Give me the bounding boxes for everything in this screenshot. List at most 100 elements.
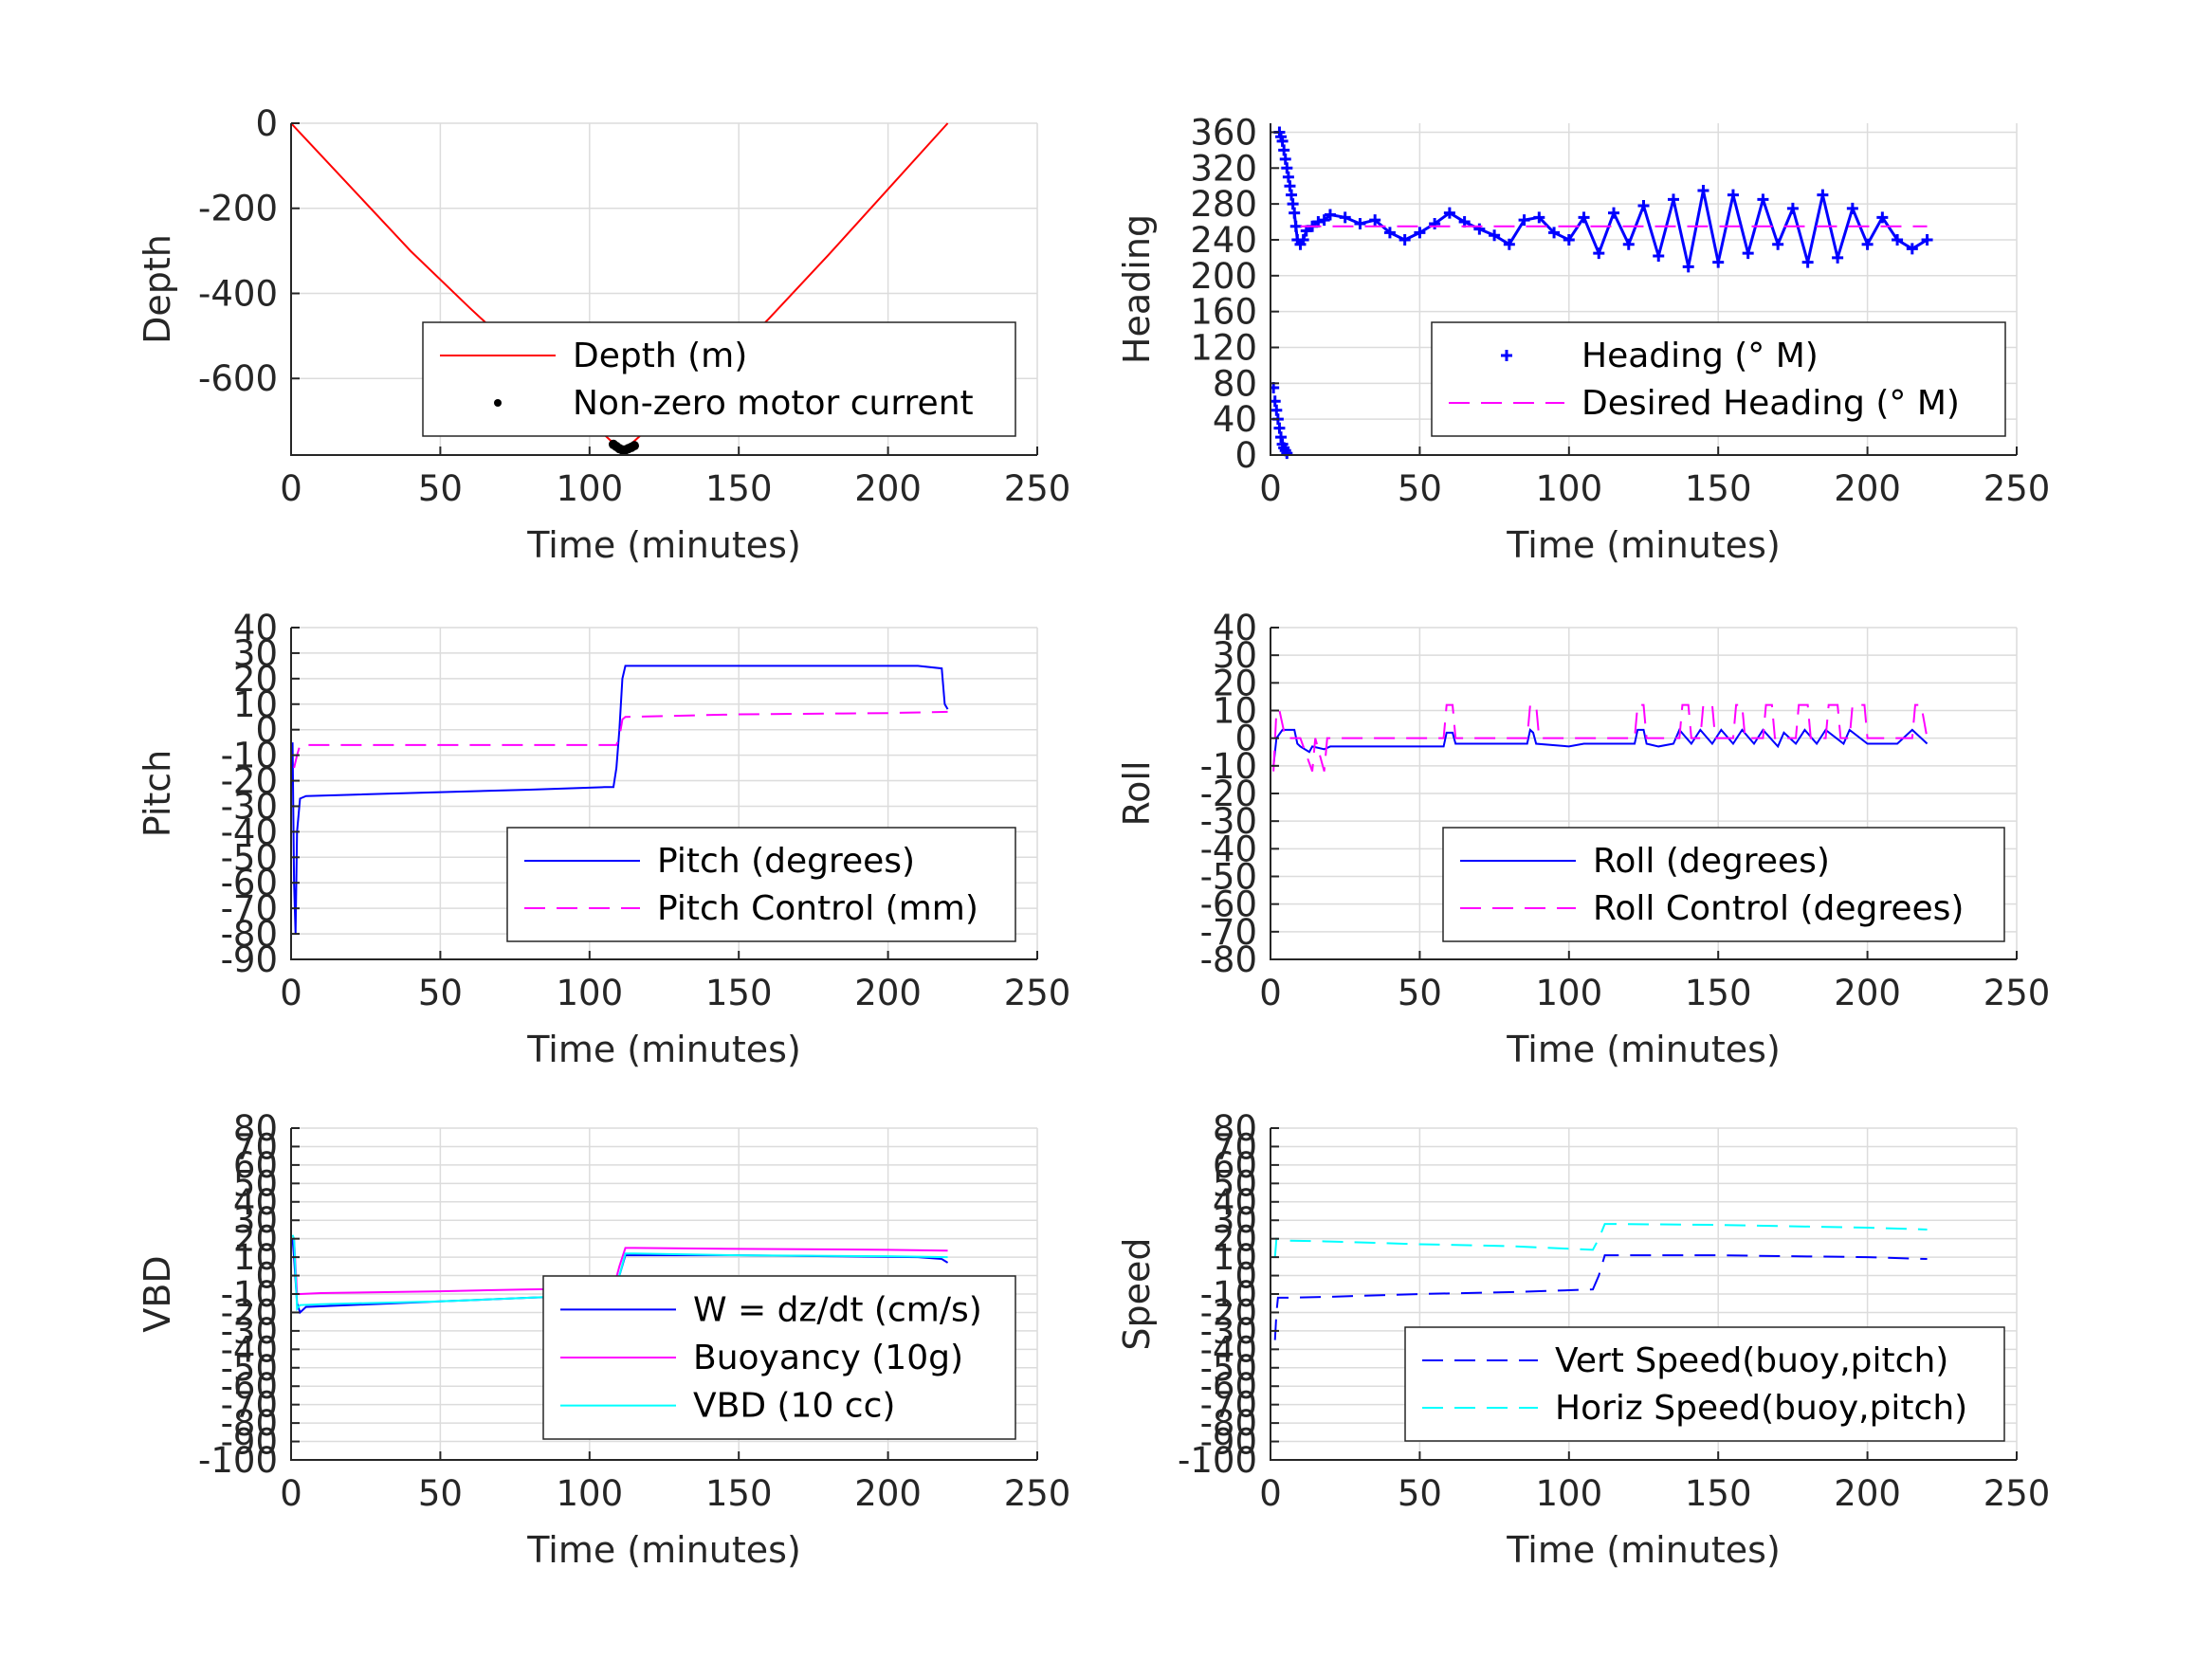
x-tick-label: 150 xyxy=(705,973,773,1013)
data-point xyxy=(1876,211,1889,224)
x-tick-label: 50 xyxy=(1398,973,1442,1013)
legend-label: Roll (degrees) xyxy=(1593,842,1830,881)
x-tick-label: 0 xyxy=(280,973,302,1013)
data-point-trace xyxy=(1701,190,1720,263)
y-tick-label: -50 xyxy=(221,837,278,878)
y-tick-label: 10 xyxy=(1213,1237,1257,1278)
y-tick-label: 30 xyxy=(1213,1200,1257,1241)
series-line-2 xyxy=(1272,703,1929,773)
legend-label: W = dz/dt (cm/s) xyxy=(693,1290,982,1329)
data-point-trace xyxy=(1672,199,1691,267)
x-tick-label: 50 xyxy=(418,468,463,509)
data-point xyxy=(1861,238,1874,250)
data-point-trace xyxy=(1418,222,1435,234)
data-point xyxy=(1282,171,1294,183)
subplot-2: 0 50 100 150 200 2500408012016020024028032036… xyxy=(1116,112,2050,566)
y-tick-label: -70 xyxy=(1200,912,1257,953)
data-point xyxy=(1276,135,1289,147)
x-tick-label: 150 xyxy=(705,468,773,509)
data-point xyxy=(1563,233,1575,246)
data-point-trace xyxy=(1656,199,1675,257)
y-tick-label: -40 xyxy=(221,1329,278,1370)
y-tick-label: -80 xyxy=(221,914,278,955)
data-point-trace xyxy=(1612,211,1631,246)
data-point-trace xyxy=(1302,230,1308,241)
y-axis-label: Roll xyxy=(1116,760,1158,826)
y-tick-label: 40 xyxy=(1213,608,1257,648)
data-point-trace xyxy=(1434,211,1451,226)
x-tick-label: 0 xyxy=(1259,973,1282,1013)
y-tick-label: -50 xyxy=(1200,1348,1257,1389)
x-tick-label: 0 xyxy=(1259,468,1282,509)
x-tick-label: 0 xyxy=(280,1473,302,1514)
x-axis-label: Time (minutes) xyxy=(526,1529,801,1571)
subplot-3: 0 50 100 150 200 250403020100-10-20-30-40-50-… xyxy=(137,608,1070,1070)
x-tick-label: 50 xyxy=(1398,1473,1442,1514)
y-tick-label: -30 xyxy=(1200,801,1257,842)
y-tick-label: 0 xyxy=(1234,1256,1257,1297)
series-line-2 xyxy=(1273,1223,1928,1258)
data-point-trace xyxy=(1836,208,1855,259)
data-point-trace xyxy=(1687,190,1705,267)
y-tick-label: -60 xyxy=(1200,1366,1257,1407)
legend: Depth (m) Non-zero motor current xyxy=(422,321,1016,437)
data-point-trace xyxy=(1911,238,1929,250)
y-tick-label: -60 xyxy=(221,1366,278,1407)
y-tick-label: -70 xyxy=(221,1385,278,1426)
data-point xyxy=(1281,162,1293,174)
data-point-trace xyxy=(1582,216,1600,254)
y-tick-label: 0 xyxy=(1234,719,1257,759)
data-point-trace xyxy=(1493,233,1510,246)
x-axis-label: Time (minutes) xyxy=(526,524,801,566)
subplot-6: 0 50 100 150 200 25080706050403020100-10-20-3… xyxy=(1116,1108,2050,1571)
series-1 xyxy=(1271,126,1933,460)
data-point xyxy=(1398,233,1411,246)
data-point-trace xyxy=(1294,226,1299,241)
y-tick-label: -60 xyxy=(1200,884,1257,925)
y-tick-label: 360 xyxy=(1190,112,1257,153)
y-tick-label: -10 xyxy=(221,1274,278,1315)
y-tick-label: 30 xyxy=(1213,635,1257,676)
y-tick-label: -20 xyxy=(1200,1292,1257,1333)
y-tick-label: 10 xyxy=(233,684,278,725)
legend-box xyxy=(1431,321,2006,437)
y-tick-label: 40 xyxy=(233,1182,278,1223)
x-tick-label: 200 xyxy=(1834,1473,1901,1514)
y-axis-label: Speed xyxy=(1116,1237,1158,1350)
data-layer xyxy=(291,122,949,455)
y-tick-label: -40 xyxy=(1200,829,1257,869)
legend-label: Desired Heading (° M) xyxy=(1581,384,1960,423)
x-tick-label: 250 xyxy=(1004,468,1071,509)
x-tick-label: 150 xyxy=(705,1473,773,1514)
series-line-2 xyxy=(293,710,948,769)
data-point-trace xyxy=(1731,194,1750,254)
data-point-trace xyxy=(1360,218,1376,226)
x-tick-label: 100 xyxy=(556,973,623,1013)
y-tick-label: -70 xyxy=(221,888,278,929)
y-tick-label: -70 xyxy=(1200,1385,1257,1426)
y-tick-label: -50 xyxy=(1200,857,1257,898)
y-tick-label: 80 xyxy=(1213,1108,1257,1149)
data-point-trace xyxy=(1553,231,1570,242)
legend-label: Buoyancy (10g) xyxy=(693,1339,963,1377)
x-tick-label: 200 xyxy=(1834,468,1901,509)
y-tick-label: 320 xyxy=(1190,148,1257,189)
y-tick-label: -30 xyxy=(1200,1311,1257,1352)
legend-label: Depth (m) xyxy=(573,337,747,375)
data-point-trace xyxy=(1597,212,1616,254)
y-tick-label: -50 xyxy=(221,1348,278,1389)
data-point-trace xyxy=(1538,216,1556,234)
data-point xyxy=(1287,198,1299,210)
legend-label: VBD (10 cc) xyxy=(693,1387,895,1426)
data-point xyxy=(1273,422,1286,434)
subplot-5: 0 50 100 150 200 25080706050403020100-10-20-3… xyxy=(137,1108,1070,1571)
y-tick-label: -100 xyxy=(1178,1440,1257,1481)
legend-box xyxy=(1404,1326,2005,1442)
y-tick-label: 240 xyxy=(1190,220,1257,261)
x-tick-label: 250 xyxy=(1004,973,1071,1013)
data-point-trace xyxy=(1806,194,1824,263)
x-tick-label: 0 xyxy=(280,468,302,509)
data-point xyxy=(1271,404,1283,416)
y-tick-label: 10 xyxy=(1213,691,1257,732)
